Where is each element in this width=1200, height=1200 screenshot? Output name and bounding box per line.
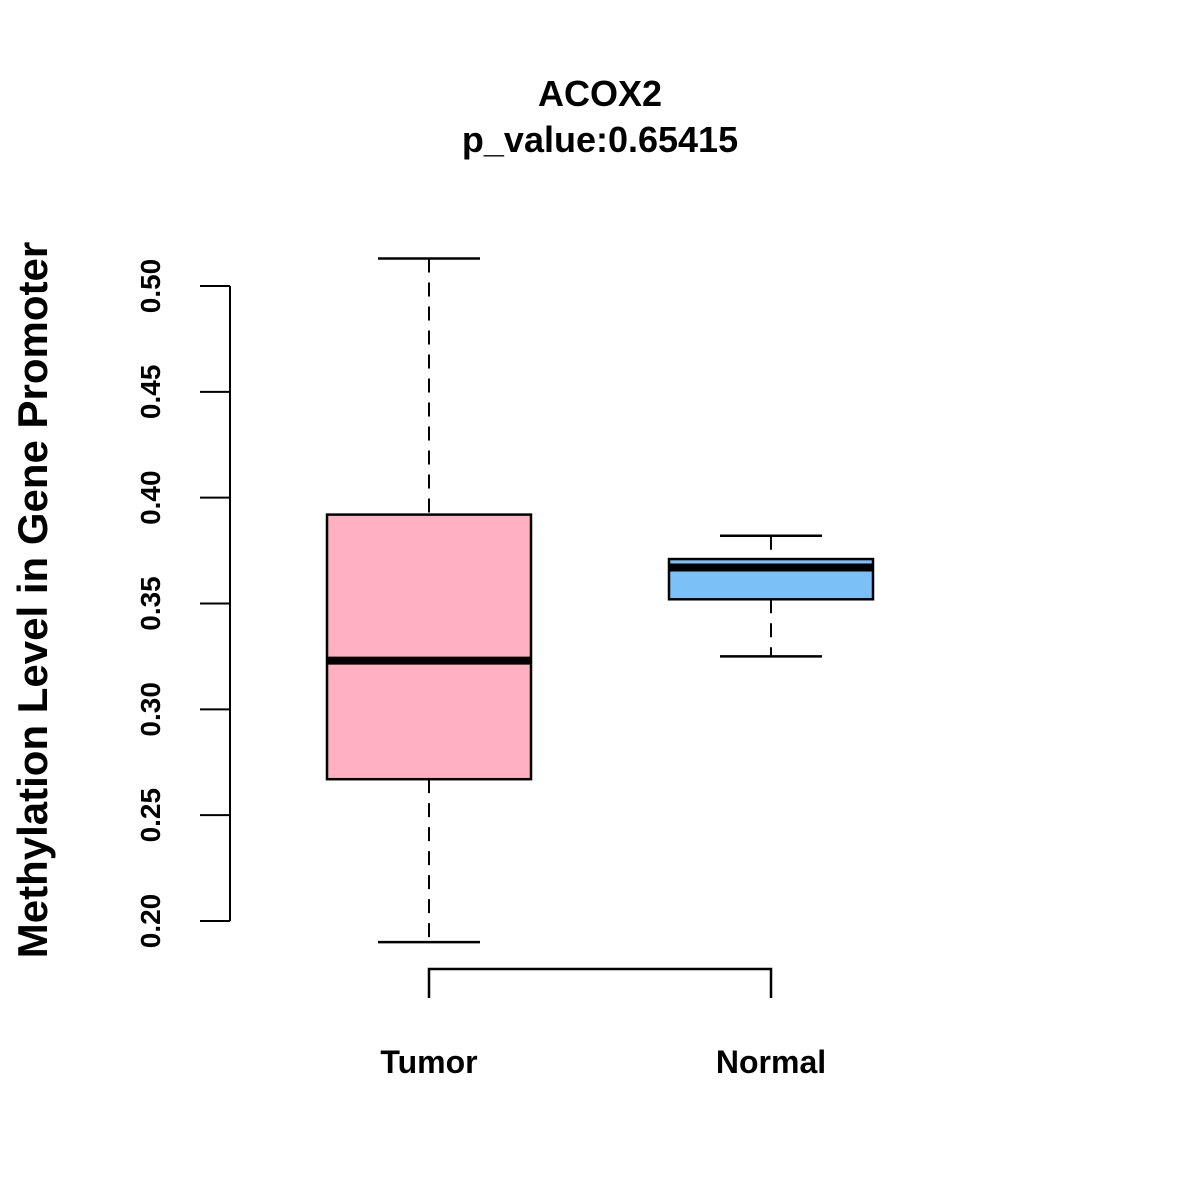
iqr-box <box>325 513 533 781</box>
x-label-normal: Normal <box>716 1044 826 1080</box>
y-axis: 0.20 0.25 0.30 0.35 0.40 0.45 0.50 <box>135 259 231 949</box>
y-tick-label: 0.50 <box>135 259 166 314</box>
y-axis-label: Methylation Level in Gene Promoter <box>9 242 56 958</box>
y-tick-label: 0.45 <box>135 365 166 420</box>
box-tumor <box>325 257 533 944</box>
y-tick-label: 0.30 <box>135 682 166 737</box>
boxes-group <box>325 257 875 944</box>
y-tick-label: 0.25 <box>135 788 166 843</box>
chart-title: ACOX2 <box>538 73 662 114</box>
bracket-line <box>427 967 773 998</box>
y-tick-label: 0.20 <box>135 894 166 949</box>
chart-subtitle: p_value:0.65415 <box>462 119 738 160</box>
x-label-tumor: Tumor <box>380 1044 477 1080</box>
y-tick-label: 0.35 <box>135 576 166 631</box>
comparison-bracket <box>427 967 773 998</box>
y-tick-label: 0.40 <box>135 470 166 524</box>
box-normal <box>667 534 875 658</box>
x-axis-labels: Tumor Normal <box>380 1044 826 1080</box>
